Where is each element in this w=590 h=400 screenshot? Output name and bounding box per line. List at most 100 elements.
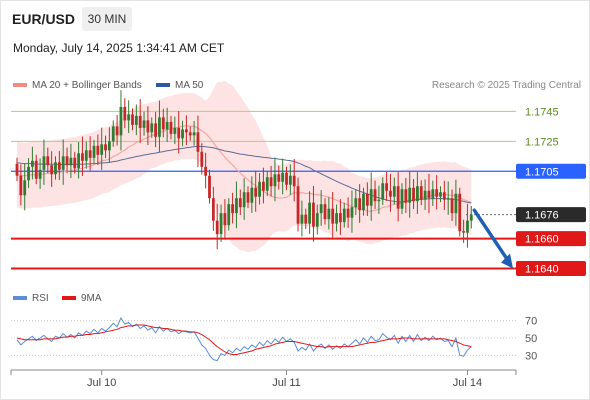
candle-body xyxy=(450,198,454,214)
candle xyxy=(165,107,169,143)
legend-ma20-label: MA 20 + Bollinger Bands xyxy=(32,80,142,91)
candle-body xyxy=(185,129,188,133)
candle-body xyxy=(115,126,119,136)
candle xyxy=(254,170,258,212)
rsi-9ma-line xyxy=(16,324,472,355)
moving-averages xyxy=(16,125,472,212)
level-tag-1-1676 xyxy=(516,207,586,223)
candle xyxy=(108,127,111,163)
candle xyxy=(127,100,131,134)
timeframe-button[interactable]: 30 MIN xyxy=(82,7,132,31)
candle xyxy=(469,205,473,229)
candle xyxy=(88,136,92,171)
candle xyxy=(450,189,454,221)
candle-body xyxy=(250,187,254,203)
candle-body xyxy=(61,156,65,170)
candle-body xyxy=(365,193,369,206)
candle xyxy=(73,151,77,174)
candle-body xyxy=(15,163,19,176)
candle xyxy=(381,177,385,206)
ma20-line xyxy=(16,125,472,212)
candle-body xyxy=(181,129,184,139)
candle-body xyxy=(435,189,439,197)
candle-body xyxy=(350,207,354,218)
candle xyxy=(285,166,288,191)
candle xyxy=(192,120,196,146)
candle xyxy=(65,147,69,174)
candle-body xyxy=(34,160,38,179)
candle xyxy=(323,198,327,225)
candle-body xyxy=(412,187,415,202)
candle xyxy=(435,175,439,210)
candle xyxy=(104,135,107,159)
candle-body xyxy=(204,166,208,176)
candle xyxy=(389,173,392,212)
candle-body xyxy=(42,156,46,170)
candle-body xyxy=(238,198,242,208)
candle xyxy=(458,187,462,237)
legend-ma20-swatch xyxy=(13,83,27,88)
candle-body xyxy=(108,141,111,151)
candle xyxy=(161,108,165,138)
candle-body xyxy=(84,150,88,161)
candle xyxy=(57,150,61,181)
candle xyxy=(185,115,188,146)
candle xyxy=(142,111,146,136)
candle-body xyxy=(442,192,446,200)
candle-body xyxy=(462,231,465,233)
candle xyxy=(304,208,308,230)
level-label-1-1676: 1.1676 xyxy=(525,210,559,222)
candle xyxy=(123,98,127,129)
level-tag-1-1640 xyxy=(516,261,586,277)
candle xyxy=(258,173,261,205)
candle xyxy=(100,127,104,170)
candle xyxy=(215,203,219,250)
candle xyxy=(385,171,388,201)
candle xyxy=(373,180,377,210)
bollinger-band-area xyxy=(17,80,472,253)
candle-body xyxy=(354,198,358,208)
candle xyxy=(350,190,354,233)
candle xyxy=(38,158,42,189)
candle-body xyxy=(346,208,350,218)
candle-body xyxy=(339,213,342,223)
candle xyxy=(442,180,446,210)
candle xyxy=(181,120,184,147)
candle xyxy=(416,172,419,214)
candle xyxy=(246,186,250,209)
candle-body xyxy=(31,160,34,167)
candle xyxy=(446,181,450,215)
candlesticks xyxy=(15,90,473,250)
candle-body xyxy=(46,156,50,166)
candle-body xyxy=(331,208,335,224)
candle xyxy=(77,141,80,179)
candle-body xyxy=(173,127,177,134)
rsi-line xyxy=(16,317,472,362)
candle xyxy=(427,173,431,214)
level-label-1-1705: 1.1705 xyxy=(525,166,559,178)
candle xyxy=(96,134,100,166)
candle-body xyxy=(165,121,169,130)
candle xyxy=(27,158,30,189)
candle-body xyxy=(81,153,84,161)
candle-body xyxy=(158,117,161,137)
candle xyxy=(419,180,423,206)
candle xyxy=(31,146,34,180)
candle xyxy=(346,197,350,228)
candle xyxy=(219,204,223,242)
candle xyxy=(138,99,142,143)
candle-body xyxy=(196,132,200,152)
candle xyxy=(396,172,400,222)
candle xyxy=(69,143,73,178)
level-tag-1-1705 xyxy=(516,163,586,179)
candle-body xyxy=(242,192,246,208)
ma50-line xyxy=(16,145,472,204)
candle xyxy=(354,189,358,216)
candle-body xyxy=(439,192,442,197)
candle xyxy=(292,159,296,202)
candle-body xyxy=(177,127,181,139)
candle-body xyxy=(119,106,123,136)
candle xyxy=(400,183,404,215)
candle-body xyxy=(396,186,400,209)
